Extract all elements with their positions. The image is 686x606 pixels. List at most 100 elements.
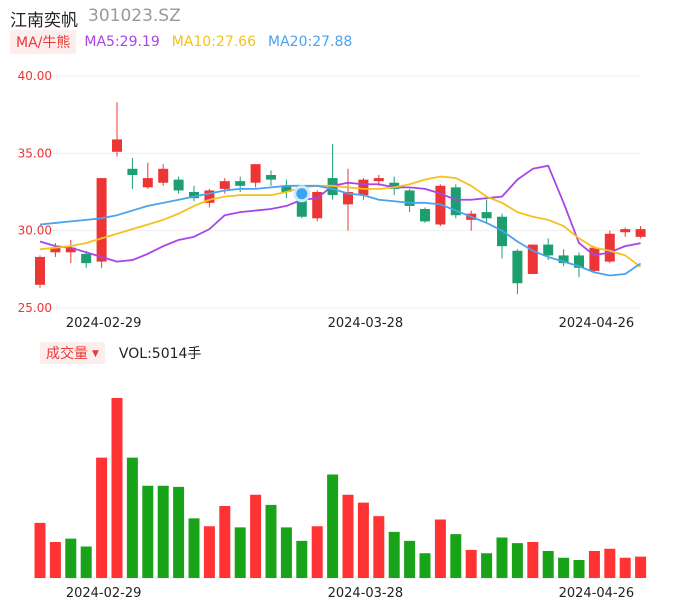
candle-body <box>389 182 400 189</box>
volume-bar <box>635 556 647 578</box>
ma-toggle-button[interactable]: MA/牛熊 <box>10 30 77 54</box>
candle-body <box>420 209 430 222</box>
volume-bar <box>496 537 508 578</box>
volume-bar <box>511 543 523 578</box>
candle-body <box>96 178 107 262</box>
caret-down-icon: ▼ <box>92 349 99 359</box>
ma-legend: MA/牛熊 MA5:29.19 MA10:27.66 MA20:27.88 <box>10 30 364 54</box>
x-tick-label: 2024-04-26 <box>559 316 635 331</box>
candle-body <box>527 244 538 274</box>
volume-bar <box>142 485 154 578</box>
candle-body <box>189 192 199 199</box>
candle-body <box>235 181 246 186</box>
candle-body <box>250 164 261 183</box>
candle-body <box>589 247 600 271</box>
volume-bar <box>404 540 416 578</box>
candle-body <box>358 179 369 196</box>
volume-bar <box>573 560 585 578</box>
candle-body <box>574 255 584 268</box>
volume-legend: 成交量 ▼ VOL:5014手 <box>40 342 201 364</box>
volume-bar <box>203 526 215 578</box>
candle-body <box>558 255 569 264</box>
candle-body <box>620 229 631 233</box>
ma5-label: MA5:29.19 <box>84 34 160 50</box>
volume-value: VOL:5014手 <box>118 346 202 362</box>
bull-marker-icon <box>293 185 311 203</box>
candle-body <box>635 229 646 237</box>
volume-bar <box>588 551 600 578</box>
candle-body <box>127 168 138 175</box>
volume-bar <box>173 486 185 578</box>
volume-bar <box>65 538 77 578</box>
candle-body <box>604 233 615 262</box>
candle-body <box>65 247 76 253</box>
volume-bar <box>311 526 323 578</box>
candle-body <box>512 250 523 284</box>
x-tick-label: 2024-03-28 <box>328 586 404 601</box>
volume-bar <box>250 494 262 578</box>
volume-bar <box>219 506 231 578</box>
volume-bar <box>111 398 123 578</box>
volume-bar <box>527 542 539 578</box>
volume-bar <box>357 502 369 578</box>
y-tick-label: 30.00 <box>18 224 52 238</box>
volume-bar <box>234 527 246 578</box>
x-tick-label: 2024-03-28 <box>328 316 404 331</box>
ma10-label: MA10:27.66 <box>171 34 257 50</box>
volume-bar <box>542 551 554 578</box>
candle-body <box>81 253 92 264</box>
volume-bar <box>619 557 631 578</box>
candle-body <box>142 178 153 188</box>
stock-code: 301023.SZ <box>88 6 181 26</box>
ma10-line <box>39 175 642 268</box>
volume-bar <box>80 546 92 578</box>
candle-body <box>281 185 292 192</box>
candle-body <box>543 244 554 256</box>
y-tick-label: 40.00 <box>18 69 52 83</box>
volume-bar <box>126 457 138 578</box>
candle-body <box>312 192 323 219</box>
candle-body <box>158 168 169 183</box>
volume-bar <box>342 494 354 578</box>
volume-bar <box>265 504 277 578</box>
candle-body <box>266 174 276 180</box>
volume-bar <box>465 549 477 578</box>
volume-bar <box>188 518 200 578</box>
candle-body <box>173 179 184 191</box>
volume-bar <box>419 553 431 578</box>
volume-bar <box>96 457 108 578</box>
volume-bar <box>327 474 339 578</box>
y-tick-label: 35.00 <box>18 146 52 160</box>
candle-body <box>343 192 353 205</box>
stock-name: 江南奕帆 <box>10 11 78 31</box>
ma20-line <box>39 184 642 277</box>
candle-body <box>50 247 61 253</box>
volume-bar <box>558 557 570 578</box>
volume-bar <box>604 548 616 578</box>
candle-body <box>450 187 461 216</box>
candle-body <box>404 190 415 206</box>
candle-body <box>481 212 492 219</box>
candle-body <box>204 190 215 203</box>
candle-body <box>373 178 384 182</box>
volume-bar <box>450 534 462 578</box>
volume-bar <box>280 527 292 578</box>
candle-body <box>296 199 307 217</box>
candle-body <box>35 256 45 285</box>
candle-body <box>112 139 122 152</box>
volume-bar <box>49 542 61 578</box>
y-tick-label: 25.00 <box>18 301 52 315</box>
volume-bar <box>388 531 400 578</box>
candle-body <box>219 181 230 189</box>
x-tick-label: 2024-02-29 <box>66 316 142 331</box>
ma5-line <box>39 164 641 263</box>
volume-indicator-button[interactable]: 成交量 ▼ <box>40 342 105 364</box>
x-tick-label: 2024-04-26 <box>559 586 635 601</box>
x-tick-label: 2024-02-29 <box>66 586 142 601</box>
ma20-label: MA20:27.88 <box>268 34 353 50</box>
volume-bar <box>481 553 493 578</box>
volume-button-label: 成交量 <box>46 346 88 362</box>
volume-bar <box>434 519 446 578</box>
volume-bar <box>34 522 46 578</box>
